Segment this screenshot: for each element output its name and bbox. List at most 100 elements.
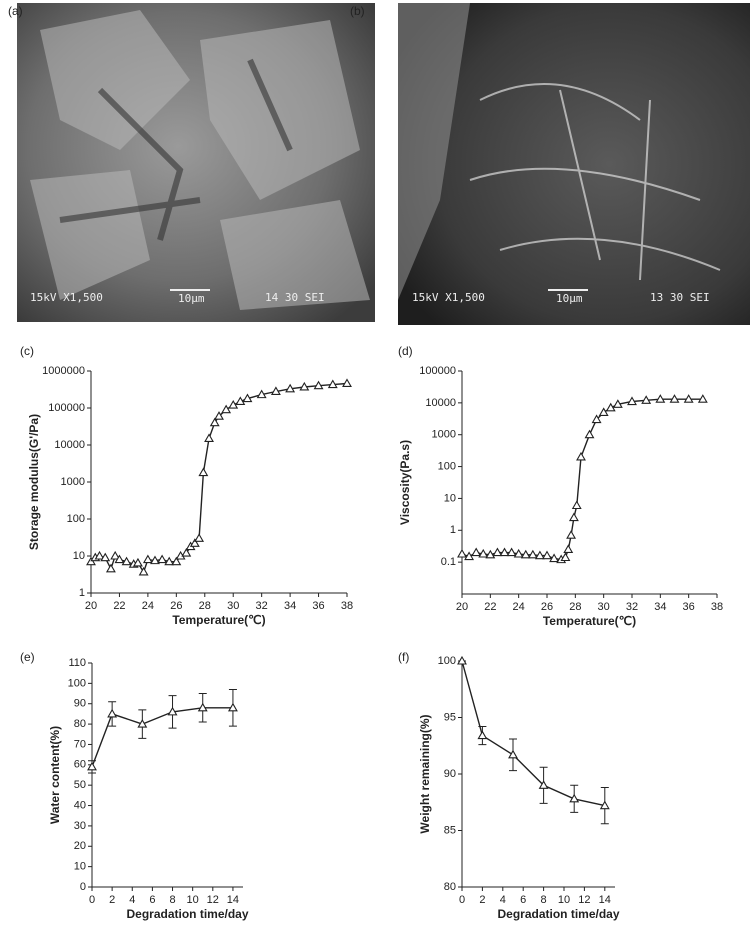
y-tick-label: 100 bbox=[68, 677, 86, 689]
y-axis-title: Storage modulus(G'/Pa) bbox=[27, 414, 41, 550]
marker bbox=[342, 378, 352, 388]
x-tick-label: 30 bbox=[227, 600, 239, 612]
marker bbox=[110, 550, 121, 560]
panel-label: (b) bbox=[350, 4, 365, 18]
y-tick-label: 1 bbox=[450, 524, 456, 536]
x-tick-label: 6 bbox=[520, 894, 526, 906]
marker bbox=[197, 702, 208, 712]
marker bbox=[605, 402, 616, 412]
marker bbox=[569, 793, 580, 803]
x-tick-label: 12 bbox=[207, 894, 219, 906]
marker bbox=[132, 557, 143, 567]
marker bbox=[464, 551, 475, 561]
marker bbox=[299, 381, 310, 391]
y-tick-label: 10000 bbox=[54, 439, 85, 451]
sem-caption: 14 30 SEI bbox=[265, 291, 325, 304]
x-tick-label: 4 bbox=[129, 894, 135, 906]
marker bbox=[641, 395, 652, 404]
y-tick-label: 1000 bbox=[432, 429, 456, 441]
y-tick-label: 10 bbox=[444, 492, 456, 504]
sem-scale: 10μm bbox=[178, 292, 205, 305]
x-tick-label: 10 bbox=[187, 894, 199, 906]
marker bbox=[478, 548, 489, 558]
y-tick-label: 40 bbox=[74, 799, 86, 811]
y-axis-title: Viscosity(Pa.s) bbox=[398, 440, 412, 525]
x-tick-label: 8 bbox=[169, 894, 175, 906]
y-tick-label: 10000 bbox=[425, 397, 456, 409]
y-tick-label: 1 bbox=[79, 587, 85, 599]
marker bbox=[227, 702, 238, 712]
y-tick-label: 1000000 bbox=[42, 365, 85, 377]
marker bbox=[137, 718, 148, 728]
marker bbox=[598, 407, 609, 416]
marker bbox=[508, 749, 518, 759]
x-tick-label: 38 bbox=[341, 600, 353, 612]
x-tick-label: 2 bbox=[109, 894, 115, 906]
sem-image-a: (a) 15kV X1,500 10μm 14 30 SEI bbox=[8, 3, 375, 322]
marker bbox=[138, 566, 149, 576]
x-tick-label: 38 bbox=[711, 601, 723, 613]
y-tick-label: 100 bbox=[67, 513, 85, 525]
marker bbox=[285, 383, 296, 393]
y-tick-label: 110 bbox=[68, 657, 86, 669]
y-tick-label: 30 bbox=[74, 820, 86, 832]
marker bbox=[697, 394, 708, 403]
chart: (d) 0.1 1 10 100 1000 10000 100000 20 22 24 26 28 30 3… bbox=[398, 344, 723, 628]
marker bbox=[520, 549, 531, 559]
panel-label: (f) bbox=[398, 650, 409, 664]
marker bbox=[485, 549, 496, 559]
marker bbox=[327, 379, 338, 389]
y-tick-label: 95 bbox=[444, 711, 456, 723]
data-line bbox=[461, 398, 703, 561]
marker bbox=[189, 538, 200, 547]
chart: (c) 1 10 100 1000 10000 100000 1000000 20 22 24 26 2… bbox=[20, 344, 353, 627]
marker bbox=[94, 550, 105, 560]
x-axis-title: Temperature(℃) bbox=[543, 614, 636, 628]
y-tick-label: 10 bbox=[73, 550, 85, 562]
marker bbox=[549, 553, 560, 563]
marker bbox=[142, 554, 153, 564]
x-tick-label: 32 bbox=[626, 601, 638, 613]
marker bbox=[527, 549, 538, 559]
marker bbox=[591, 414, 602, 424]
x-tick-label: 28 bbox=[199, 600, 211, 612]
x-tick-label: 24 bbox=[142, 600, 154, 612]
marker bbox=[513, 548, 524, 558]
y-tick-label: 100 bbox=[438, 460, 456, 472]
x-tick-label: 36 bbox=[683, 601, 695, 613]
x-tick-label: 22 bbox=[484, 601, 496, 613]
marker bbox=[164, 556, 175, 566]
y-tick-label: 100000 bbox=[48, 402, 85, 414]
x-tick-label: 14 bbox=[599, 894, 611, 906]
marker bbox=[499, 547, 510, 557]
marker bbox=[270, 386, 281, 396]
marker bbox=[492, 547, 503, 557]
x-tick-label: 20 bbox=[456, 601, 468, 613]
marker bbox=[242, 393, 253, 403]
x-tick-label: 34 bbox=[654, 601, 666, 613]
x-tick-label: 24 bbox=[513, 601, 525, 613]
x-tick-label: 4 bbox=[500, 894, 506, 906]
y-tick-label: 10 bbox=[74, 861, 86, 873]
marker bbox=[584, 429, 595, 439]
x-tick-label: 12 bbox=[578, 894, 590, 906]
data-line bbox=[461, 660, 605, 807]
y-tick-label: 80 bbox=[444, 881, 456, 893]
y-tick-label: 50 bbox=[74, 779, 86, 791]
x-axis-title: Degradation time/day bbox=[126, 907, 248, 921]
x-tick-label: 20 bbox=[85, 600, 97, 612]
marker bbox=[560, 552, 571, 562]
panel-label: (d) bbox=[398, 344, 413, 358]
sem-image-b: (b) 15kV X1,500 10μm 13 30 SEI bbox=[350, 3, 750, 325]
marker bbox=[167, 706, 178, 716]
marker bbox=[214, 411, 224, 420]
marker bbox=[256, 389, 267, 399]
marker bbox=[542, 550, 552, 560]
marker bbox=[471, 547, 482, 557]
marker bbox=[114, 554, 125, 564]
marker bbox=[198, 467, 209, 477]
marker bbox=[563, 544, 574, 554]
sem-caption: 15kV X1,500 bbox=[412, 291, 485, 304]
marker bbox=[105, 563, 116, 573]
